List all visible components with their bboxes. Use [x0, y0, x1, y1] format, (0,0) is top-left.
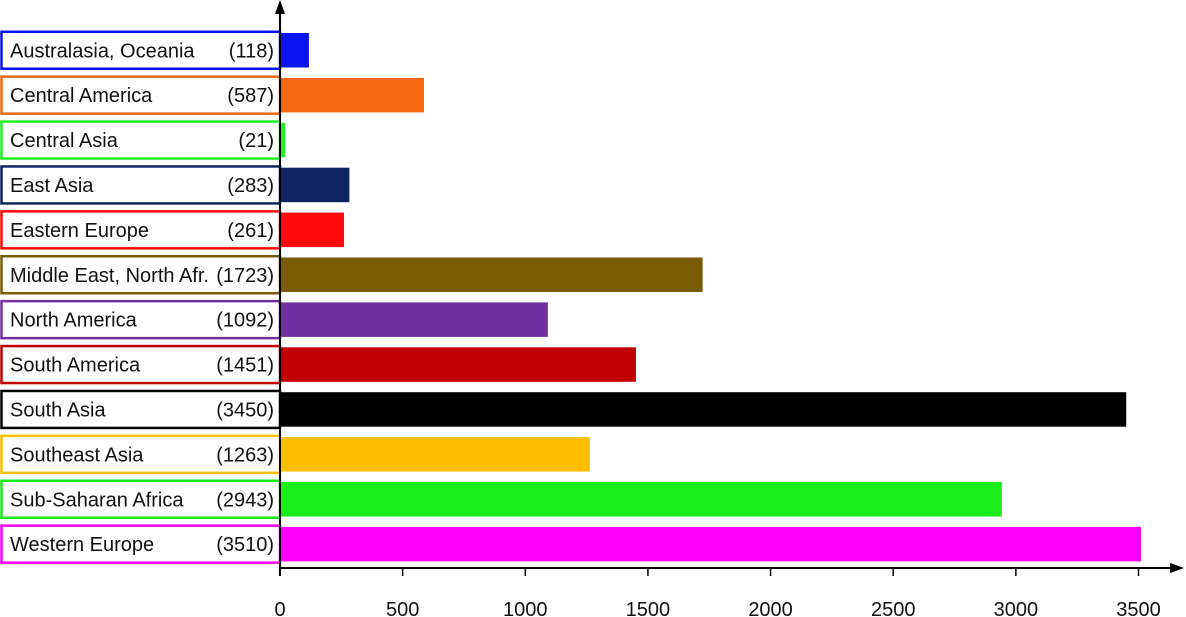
count-label-2: (21) [238, 130, 274, 152]
y-axis-arrow [275, 0, 285, 14]
category-label-box-5 [0, 255, 282, 295]
category-label-box-11 [0, 524, 282, 564]
category-label-box-7 [0, 344, 282, 385]
category-label-6: North America [10, 310, 138, 332]
count-label-8: (3450) [216, 399, 274, 421]
x-tick-label-3: 1500 [626, 599, 671, 617]
count-label-4: (261) [227, 220, 274, 242]
bar-4 [280, 212, 345, 248]
bar-0 [280, 33, 309, 68]
category-label-11: Western Europe [10, 534, 154, 556]
count-label-10: (2943) [216, 489, 274, 511]
bar-1 [280, 77, 424, 113]
category-label-box-6 [0, 299, 282, 340]
category-label-9: Southeast Asia [10, 444, 144, 466]
bar-3 [280, 167, 350, 203]
count-label-5: (1723) [216, 265, 274, 287]
bar-8 [280, 392, 1127, 427]
x-tick-label-2: 1000 [503, 599, 548, 617]
count-label-3: (283) [227, 175, 274, 197]
category-label-5: Middle East, North Afr. [10, 265, 209, 287]
category-label-7: South America [10, 355, 141, 377]
bar-7 [280, 347, 636, 382]
bar-11 [280, 526, 1141, 562]
count-label-6: (1092) [216, 310, 274, 332]
category-label-1: Central America [10, 85, 153, 107]
x-tick-label-6: 3000 [994, 599, 1039, 617]
category-label-3: East Asia [10, 175, 94, 197]
bar-9 [280, 437, 590, 472]
count-label-11: (3510) [216, 534, 274, 556]
category-label-box-0 [0, 30, 282, 70]
category-label-box-1 [0, 75, 282, 115]
x-tick-label-5: 2500 [871, 599, 916, 617]
category-label-box-3 [0, 165, 282, 205]
bar-6 [280, 302, 548, 337]
category-label-box-4 [0, 210, 282, 250]
count-label-9: (1263) [216, 444, 274, 466]
bar-10 [280, 482, 1002, 517]
category-label-box-8 [0, 389, 282, 430]
count-label-7: (1451) [216, 355, 274, 377]
category-label-0: Australasia, Oceania [10, 40, 195, 62]
x-tick-label-0: 0 [274, 599, 285, 617]
category-label-2: Central Asia [10, 130, 119, 152]
count-label-1: (587) [227, 85, 274, 107]
bar-2 [280, 122, 286, 158]
bar-5 [280, 257, 703, 292]
x-tick-label-7: 3500 [1116, 599, 1161, 617]
category-label-box-10 [0, 479, 282, 519]
x-axis-arrow [1170, 563, 1184, 573]
x-tick-label-1: 500 [386, 599, 419, 617]
x-tick-label-4: 2000 [748, 599, 793, 617]
category-label-8: South Asia [10, 399, 107, 421]
category-label-10: Sub-Saharan Africa [10, 489, 184, 511]
category-label-4: Eastern Europe [10, 220, 149, 242]
count-label-0: (118) [229, 40, 274, 62]
